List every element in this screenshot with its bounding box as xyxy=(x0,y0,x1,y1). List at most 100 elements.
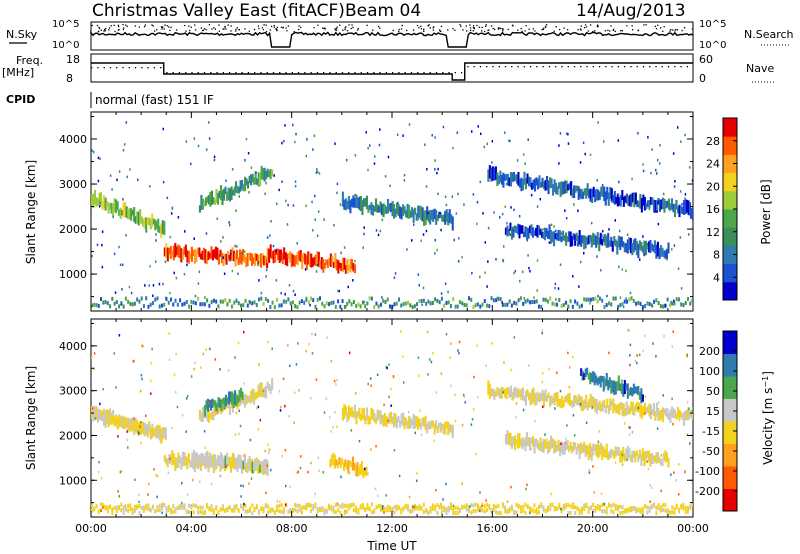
data-cell xyxy=(549,396,552,407)
data-cell xyxy=(530,224,533,236)
data-cell xyxy=(553,179,556,192)
nsearch-dot xyxy=(469,24,471,26)
data-cell xyxy=(457,260,460,263)
data-cell xyxy=(239,387,243,398)
nave-dot xyxy=(379,72,381,74)
data-cell xyxy=(623,242,626,253)
data-cell xyxy=(110,415,113,425)
nsearch-dot xyxy=(473,27,475,29)
data-cell xyxy=(382,505,384,508)
data-cell xyxy=(349,200,352,214)
data-cell xyxy=(495,298,498,303)
data-cell xyxy=(222,254,225,267)
data-cell xyxy=(315,171,318,174)
data-cell xyxy=(375,229,378,232)
data-cell xyxy=(100,414,103,421)
data-cell xyxy=(591,188,594,204)
nsearch-dot xyxy=(286,30,288,32)
nsearch-dot xyxy=(500,27,502,30)
data-cell xyxy=(189,459,192,468)
data-cell xyxy=(142,218,145,227)
data-cell xyxy=(640,405,643,419)
data-cell xyxy=(488,383,491,399)
nave-dot xyxy=(423,72,425,74)
data-cell xyxy=(672,203,675,213)
data-cell xyxy=(435,488,437,492)
data-cell xyxy=(490,296,493,301)
data-cell xyxy=(438,505,441,510)
data-cell xyxy=(312,148,314,151)
data-cell xyxy=(397,201,399,205)
data-cell xyxy=(604,191,607,206)
data-cell xyxy=(195,452,198,461)
data-cell xyxy=(288,283,291,287)
data-cell xyxy=(655,511,658,516)
data-cell xyxy=(617,139,620,142)
data-cell xyxy=(688,202,692,216)
data-cell xyxy=(583,188,586,196)
data-cell xyxy=(434,297,437,302)
data-cell xyxy=(631,192,634,203)
data-cell xyxy=(512,226,514,229)
data-cell xyxy=(232,393,235,408)
data-cell xyxy=(236,396,240,404)
data-cell xyxy=(666,408,669,419)
data-cell xyxy=(188,304,191,309)
data-cell xyxy=(580,368,583,377)
data-cell xyxy=(282,510,285,515)
data-cell xyxy=(244,453,247,469)
data-cell xyxy=(660,489,663,493)
data-cell xyxy=(226,506,229,511)
data-cell xyxy=(417,356,420,359)
data-cell xyxy=(312,298,315,303)
data-cell xyxy=(578,230,581,245)
data-cell xyxy=(470,423,473,426)
nsearch-dot xyxy=(492,27,494,30)
data-cell xyxy=(547,508,550,513)
data-cell xyxy=(312,504,315,509)
data-cell xyxy=(518,279,521,283)
data-cell xyxy=(163,247,166,257)
nsearch-dot xyxy=(282,27,284,29)
nsky-line xyxy=(90,30,694,48)
data-cell xyxy=(636,354,638,357)
data-cell xyxy=(130,208,133,221)
data-cell xyxy=(602,234,604,237)
data-cell xyxy=(554,286,556,290)
data-cell xyxy=(140,373,143,377)
data-cell xyxy=(562,181,565,195)
data-cell xyxy=(198,270,201,274)
data-cell xyxy=(515,415,517,419)
data-cell xyxy=(393,448,396,452)
data-cell xyxy=(597,189,600,201)
data-cell xyxy=(607,380,610,391)
data-cell xyxy=(597,403,600,410)
data-cell xyxy=(607,405,610,415)
data-cell xyxy=(534,438,538,447)
data-cell xyxy=(368,144,371,147)
nsearch-dot xyxy=(577,29,579,31)
data-cell xyxy=(643,402,646,414)
data-cell xyxy=(217,411,219,415)
data-cell xyxy=(580,303,583,308)
nsearch-dot xyxy=(114,30,116,33)
data-cell xyxy=(421,303,423,307)
nave-dot xyxy=(529,66,532,68)
data-cell xyxy=(652,244,655,252)
data-cell xyxy=(315,270,318,273)
data-cell xyxy=(433,208,436,220)
data-cell xyxy=(605,506,608,511)
data-cell xyxy=(577,443,580,451)
data-cell xyxy=(314,304,317,309)
data-cell xyxy=(574,505,577,510)
data-cell xyxy=(578,304,581,309)
data-cell xyxy=(228,456,232,468)
data-cell xyxy=(328,503,331,508)
data-cell xyxy=(334,304,337,309)
data-cell xyxy=(471,418,474,421)
data-cell xyxy=(336,502,339,505)
data-cell xyxy=(522,153,525,156)
data-cell xyxy=(565,502,568,507)
data-cell xyxy=(390,404,392,407)
nave-dot xyxy=(97,67,99,69)
